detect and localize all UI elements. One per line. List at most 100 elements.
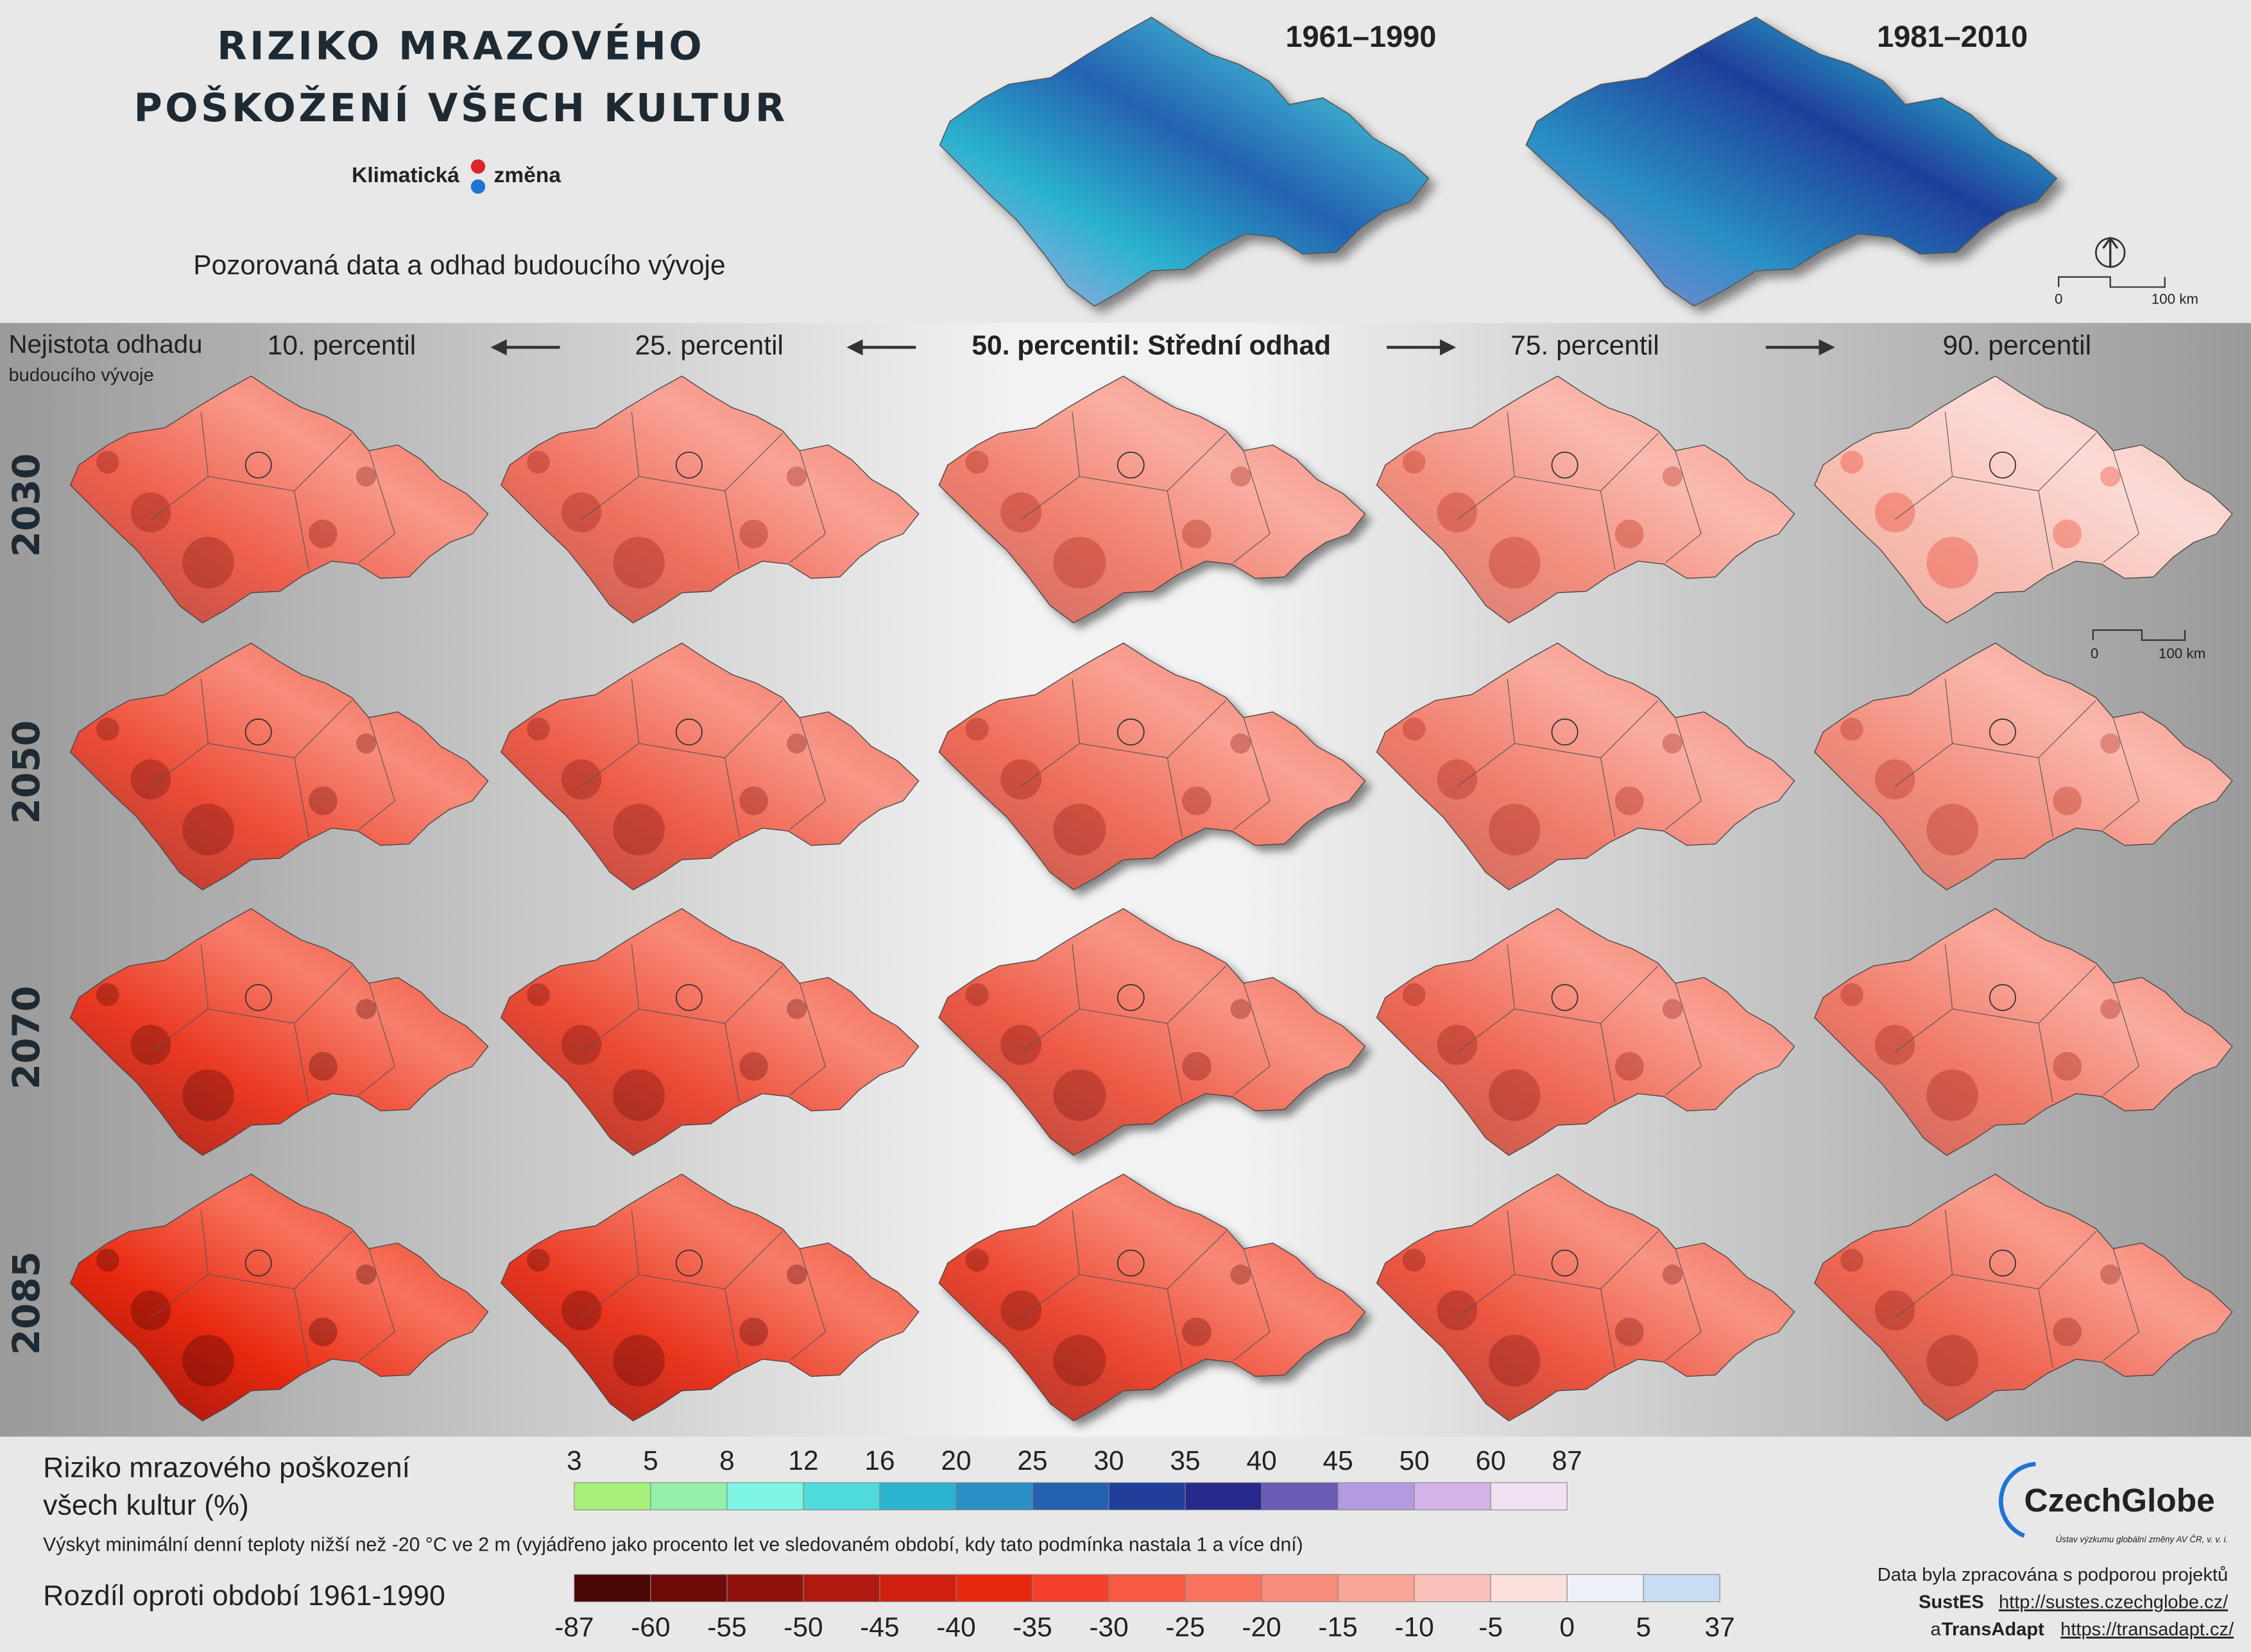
map-hotspot <box>1662 466 1683 487</box>
footer-logo: CzechGlobe <box>2024 1481 2214 1519</box>
map-hotspot <box>1614 519 1644 549</box>
legend-tick-label: 40 <box>1246 1446 1276 1476</box>
legend-swatch <box>1108 1574 1186 1603</box>
scale-label: 0 <box>2055 291 2062 307</box>
forecast-map <box>938 375 1366 624</box>
period-label: 1961–1990 <box>1285 19 1436 53</box>
legend-swatch <box>879 1574 957 1603</box>
prague <box>1551 451 1579 479</box>
forecast-map <box>1813 642 2233 891</box>
legend-bg <box>0 1436 2251 1652</box>
map-hotspot <box>2100 733 2121 754</box>
legend-tick-label: 5 <box>1636 1612 1651 1642</box>
percentile-label: 25. percentil <box>635 331 783 361</box>
legend-tick-label: -20 <box>1242 1612 1281 1642</box>
title: RIZIKO MRAZOVÉHO <box>217 23 705 69</box>
forecast-map <box>500 375 920 624</box>
prague <box>1117 718 1145 745</box>
map-hotspot <box>1000 759 1042 800</box>
map-hotspot <box>2100 999 2121 1019</box>
percentile-label: 10. percentil <box>268 331 416 361</box>
forecast-map <box>69 1173 489 1422</box>
subtitle: Pozorovaná data a odhad budoucího vývoje <box>193 250 725 280</box>
region-border <box>1020 412 1271 570</box>
map-hotspot <box>1182 519 1211 549</box>
legend-tick-label: 37 <box>1705 1612 1735 1642</box>
prague <box>1989 984 2016 1011</box>
legend-tick-label: 20 <box>941 1446 971 1476</box>
legend-tick-label: 0 <box>1559 1612 1575 1642</box>
map-hotspot <box>787 733 807 754</box>
map-hotspot <box>2053 1052 2082 1081</box>
forecast-map <box>500 642 920 891</box>
legend-tick-label: -50 <box>783 1612 823 1642</box>
map-hotspot <box>1614 786 1644 815</box>
arrows <box>490 339 1835 355</box>
percentile-label: 90. percentil <box>1943 331 2092 361</box>
legend-swatch <box>1261 1574 1339 1603</box>
project-link[interactable]: http://sustes.czechglobe.cz/ <box>1999 1592 2229 1613</box>
legend-swatch <box>1337 1482 1415 1511</box>
map-hotspot <box>1230 1264 1251 1285</box>
year-label: 2030 <box>4 454 48 558</box>
legend-tick-label: 5 <box>643 1446 658 1476</box>
map-hotspot <box>1489 536 1541 589</box>
map-hotspot <box>130 1025 171 1065</box>
legend-swatch <box>1185 1482 1262 1511</box>
project-link[interactable]: https://transadapt.cz/ <box>2060 1619 2234 1640</box>
legend-tick-label: 60 <box>1475 1446 1505 1476</box>
legend-title: všech kultur (%) <box>43 1489 249 1521</box>
prague <box>1117 984 1145 1011</box>
map-hotspot <box>613 1334 665 1387</box>
map-hotspot <box>527 717 550 741</box>
map-hotspot <box>1614 1317 1644 1347</box>
map-hotspot <box>1053 536 1106 589</box>
forecast-map <box>1813 1173 2233 1422</box>
percentile-label: 75. percentil <box>1511 331 1659 361</box>
map-hotspot <box>965 450 989 474</box>
map-hotspot <box>1489 1069 1541 1121</box>
map-hotspot <box>613 803 665 856</box>
legend-swatch <box>574 1574 651 1603</box>
map-hotspot <box>1662 733 1683 754</box>
region-border <box>1020 944 1271 1103</box>
map-hotspot <box>1053 1334 1106 1387</box>
map-hotspot <box>2053 519 2082 549</box>
map-hotspot <box>96 983 119 1007</box>
year-label: 2050 <box>4 720 48 824</box>
region-border <box>1457 1209 1702 1368</box>
map-hotspot <box>739 1317 768 1347</box>
map-hotspot <box>182 1069 234 1121</box>
map-hotspot <box>965 717 989 741</box>
legend-swatch <box>1032 1574 1109 1603</box>
map-hotspot <box>1926 1069 1978 1121</box>
region-border <box>1894 1209 2140 1368</box>
map-hotspot <box>182 1334 234 1387</box>
map-hotspot <box>182 803 234 856</box>
map-hotspot <box>739 786 768 815</box>
logo-arc <box>1998 1461 2036 1538</box>
region-border <box>581 412 826 570</box>
uncertainty-label: Nejistota odhadu <box>8 330 202 359</box>
year-label: 2070 <box>4 986 48 1090</box>
year-label: 2085 <box>4 1251 48 1355</box>
legend-swatch <box>1566 1574 1644 1603</box>
legend-tick-label: -35 <box>1013 1612 1052 1642</box>
map-hotspot <box>787 466 807 487</box>
map-hotspot <box>1926 536 1978 589</box>
legend-swatch <box>1337 1574 1415 1603</box>
percentile-label: 50. percentil: Střední odhad <box>971 331 1331 361</box>
region-border <box>150 944 395 1103</box>
forecast-map <box>938 1173 1366 1422</box>
map-hotspot <box>1053 1069 1106 1121</box>
legend-tick-label: 30 <box>1093 1446 1124 1476</box>
legend-swatch <box>955 1574 1033 1603</box>
region-border <box>581 1209 826 1368</box>
map-hotspot <box>1437 492 1478 532</box>
logo-text: Klimatická <box>352 164 459 187</box>
region-border <box>150 1209 395 1368</box>
legend-tick-label: -60 <box>631 1612 670 1642</box>
forecast-map <box>1813 908 2233 1157</box>
prague <box>244 984 272 1011</box>
